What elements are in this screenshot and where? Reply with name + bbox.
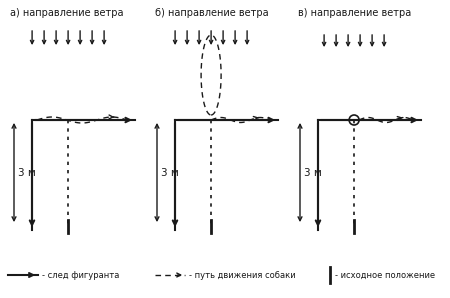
Text: 3 м: 3 м — [304, 167, 322, 178]
Text: а) направление ветра: а) направление ветра — [10, 8, 123, 18]
Text: 3 м: 3 м — [18, 167, 36, 178]
Text: 3 м: 3 м — [161, 167, 179, 178]
Text: - исходное положение: - исходное положение — [335, 271, 435, 280]
Text: б) направление ветра: б) направление ветра — [155, 8, 269, 18]
Text: в) направление ветра: в) направление ветра — [298, 8, 411, 18]
Text: - путь движения собаки: - путь движения собаки — [189, 271, 296, 280]
Text: - след фигуранта: - след фигуранта — [42, 271, 119, 280]
